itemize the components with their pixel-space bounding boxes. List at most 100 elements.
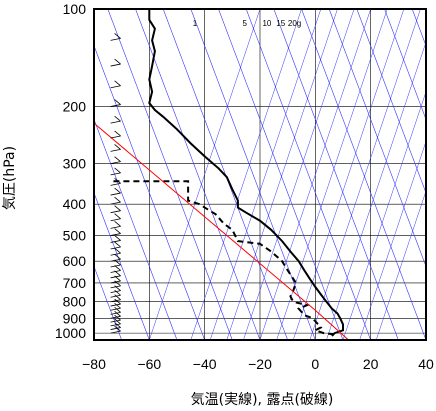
wind-barb-feather xyxy=(114,265,121,271)
wind-barb-feather xyxy=(114,178,121,184)
wind-barb xyxy=(110,233,121,236)
series-line-dewpoint xyxy=(113,180,335,336)
wind-barb-feather xyxy=(114,322,121,328)
mixing-ratio-line xyxy=(190,9,302,340)
wind-barb xyxy=(110,290,121,294)
dry-adiabat-line xyxy=(301,9,426,340)
dry-adiabat-line xyxy=(411,9,426,47)
wind-barb xyxy=(110,252,121,256)
plot-frame xyxy=(93,8,427,341)
wind-barb xyxy=(110,299,121,303)
y-tick-label: 300 xyxy=(63,156,87,172)
dry-adiabat-line xyxy=(190,9,316,340)
wind-barb-feather xyxy=(114,310,121,317)
y-tick-label: 700 xyxy=(63,275,87,291)
y-tick-label: 1000 xyxy=(55,325,86,341)
wind-barb-feather xyxy=(114,302,121,309)
mixing-ratio-label: 1 xyxy=(193,19,198,28)
wind-barb xyxy=(110,315,121,319)
dry-adiabat-line xyxy=(94,265,122,340)
wind-barb-feather xyxy=(114,213,121,220)
mixing-ratio-line xyxy=(375,190,426,340)
mixing-ratio-line xyxy=(259,9,371,340)
wind-barb-feather xyxy=(114,314,121,321)
y-tick-label: 400 xyxy=(63,196,87,212)
x-tick-label: 20 xyxy=(363,356,379,372)
wind-barb-feather xyxy=(114,253,121,260)
wind-barb-feather xyxy=(114,99,121,105)
mixing-ratio-line xyxy=(276,9,388,340)
grid-lines xyxy=(93,8,427,340)
y-tick-label: 200 xyxy=(63,99,87,115)
x-tick-labels: −80 −60 −40 −20 0 20 40 xyxy=(82,356,434,372)
wind-barb xyxy=(110,120,121,124)
wind-barb-feather xyxy=(114,235,121,241)
mixing-ratio-line xyxy=(243,9,355,340)
dry-adiabat-line xyxy=(135,9,261,340)
series-line-parcel xyxy=(94,122,349,340)
wind-barb-feather xyxy=(114,325,121,332)
wind-barb xyxy=(110,294,121,298)
wind-barb xyxy=(110,63,121,67)
mixing-ratio-line xyxy=(326,41,426,340)
wind-barb xyxy=(110,192,121,196)
dry-adiabat-line xyxy=(328,9,426,268)
wind-barb xyxy=(110,104,121,107)
mixing-ratio-labels: 1 5 10 15 20g xyxy=(193,19,302,28)
x-tick-label: −20 xyxy=(248,356,272,372)
dry-adiabat-line xyxy=(273,9,399,340)
mixing-ratio-label: 10 xyxy=(262,19,271,28)
mixing-ratio-label: 5 xyxy=(243,19,248,28)
y-tick-label: 900 xyxy=(63,310,87,326)
dry-adiabat-line xyxy=(94,192,150,340)
wind-barb-feather xyxy=(115,2,121,7)
wind-barb-feather xyxy=(114,144,121,150)
wind-barb-feather xyxy=(114,294,121,301)
wind-barb xyxy=(110,311,121,315)
mixing-ratio-line xyxy=(309,9,421,340)
wind-barb-feather xyxy=(114,187,121,194)
wind-barb-feather xyxy=(114,289,121,296)
mixing-ratio-line xyxy=(149,9,261,340)
wind-barb-feather xyxy=(114,247,121,254)
wind-barb xyxy=(110,258,121,262)
wind-barb-feather xyxy=(114,130,121,137)
wind-barb xyxy=(110,135,121,139)
wind-barb xyxy=(110,319,121,323)
wind-barb xyxy=(110,303,121,307)
wind-barb xyxy=(110,225,121,229)
y-tick-label: 500 xyxy=(63,228,87,244)
wind-barb xyxy=(110,172,121,176)
wind-barb xyxy=(110,327,121,330)
x-tick-label: 40 xyxy=(418,356,434,372)
wind-barb-feather xyxy=(114,270,121,277)
wind-barb-feather xyxy=(114,221,121,227)
wind-barb-feather xyxy=(114,307,121,313)
mixing-ratio-label: 20g xyxy=(288,19,301,28)
wind-barb xyxy=(110,240,121,243)
mixing-ratio-line xyxy=(292,9,405,340)
wind-barb xyxy=(110,330,121,334)
series-line-temperature xyxy=(148,9,344,337)
dry-adiabat-line xyxy=(94,118,178,340)
dry-adiabat-line xyxy=(245,9,371,340)
wind-barb xyxy=(110,323,121,327)
dry-adiabat-line xyxy=(107,9,233,340)
plot-area xyxy=(94,2,426,340)
wind-barb xyxy=(110,85,121,89)
wind-barb-feather xyxy=(114,285,121,291)
wind-barb-feather xyxy=(114,318,121,325)
profile-series xyxy=(94,9,349,340)
dry-adiabat-line xyxy=(356,9,426,194)
wind-barb-feather xyxy=(114,33,121,39)
dry-adiabat-line xyxy=(218,9,344,340)
y-tick-label: 600 xyxy=(63,253,87,269)
dry-adiabat-line xyxy=(94,44,205,340)
wind-barb-feather xyxy=(114,167,121,174)
x-tick-label: −60 xyxy=(137,356,161,372)
mixing-ratio-line xyxy=(359,140,426,340)
wind-barb-feather xyxy=(114,115,121,122)
wind-barb xyxy=(110,307,121,311)
wind-barb-feather xyxy=(114,280,121,287)
